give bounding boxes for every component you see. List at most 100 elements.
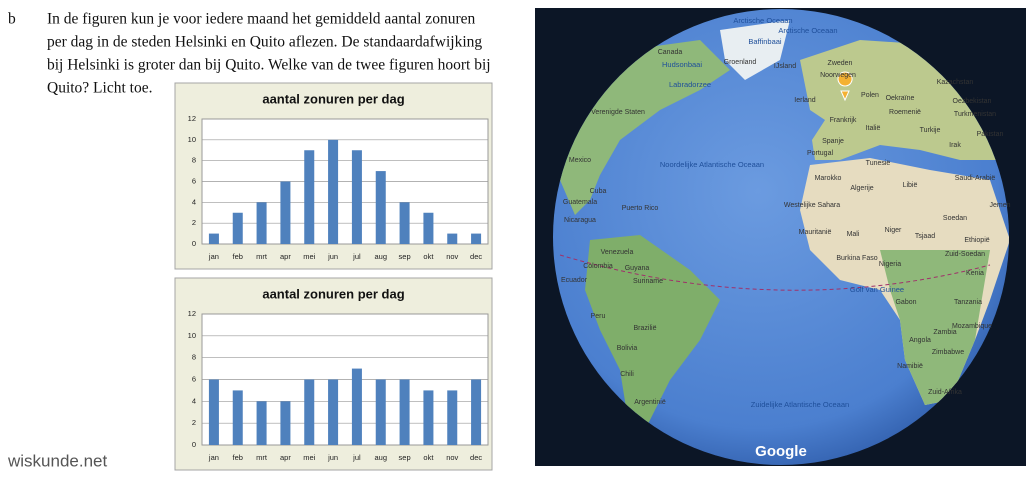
map-label: Tunesië (866, 160, 891, 167)
map-label: Soedan (943, 215, 967, 222)
map-label: Mauritanië (799, 229, 832, 236)
map-label: Polen (861, 92, 879, 99)
x-tick-label: jun (327, 453, 338, 462)
y-tick-label: 6 (192, 374, 196, 383)
land (553, 20, 1009, 440)
y-tick-label: 12 (188, 114, 196, 123)
bar (280, 401, 291, 445)
x-tick-label: sep (399, 252, 411, 261)
question-line: per dag in de steden Helsinki en Quito a… (47, 34, 482, 51)
bar (447, 233, 458, 244)
y-tick-label: 0 (192, 239, 196, 248)
bar (304, 150, 315, 244)
map-label: Noorwegen (820, 72, 856, 79)
y-tick-label: 8 (192, 353, 196, 362)
map-label: Angola (909, 337, 931, 344)
map-label: Irak (949, 142, 961, 149)
bar (375, 379, 386, 445)
map-label: Canada (658, 49, 683, 56)
map-label: Namibië (897, 363, 923, 370)
land-south-america (585, 235, 720, 440)
map-label: Gabon (895, 299, 916, 306)
map-label: Mozambique (952, 323, 992, 330)
y-tick-label: 4 (192, 197, 196, 206)
x-tick-label: dec (470, 252, 482, 261)
x-tick-label: jul (352, 252, 361, 261)
bar (328, 379, 339, 445)
map-label: Libië (903, 182, 918, 189)
bar (256, 401, 267, 445)
map-label: Brazilië (634, 325, 657, 332)
bar (232, 212, 243, 244)
map-label: Zimbabwe (932, 349, 964, 356)
bar (399, 202, 410, 244)
bar (375, 171, 386, 244)
bar (423, 390, 434, 445)
map-label: Frankrijk (830, 117, 857, 124)
map-label: Zuid-Soedan (945, 251, 985, 258)
map-label: Jemen (989, 202, 1010, 209)
charts: aantal zonuren per dag 0 2 4 6 8 10 12 jan feb mrt… (174, 82, 493, 471)
map-label: Mali (847, 231, 860, 238)
location-marker (837, 71, 853, 102)
map-label: Ethiopië (964, 237, 989, 244)
map-label: Argentinië (634, 399, 666, 406)
footer: wiskunde.net (7, 451, 108, 470)
map-label: Kenia (966, 270, 984, 277)
x-tick-label: mrt (256, 252, 268, 261)
y-tick-label: 10 (188, 331, 196, 340)
y-tick-label: 10 (188, 135, 196, 144)
map-label: Zuid-Afrika (928, 389, 962, 396)
bar (447, 390, 458, 445)
map-label: Puerto Rico (622, 205, 659, 212)
x-tick-label: aug (374, 453, 387, 462)
bar (304, 379, 315, 445)
question-line: In de figuren kun je voor iedere maand h… (47, 11, 475, 28)
map-label: Oekraïne (886, 95, 915, 102)
bar (232, 390, 243, 445)
x-tick-label: apr (280, 453, 291, 462)
x-tick-label: nov (446, 453, 458, 462)
map-label: Saudi-Arabië (955, 175, 996, 182)
x-tick-label: jan (208, 453, 219, 462)
bar (280, 181, 291, 244)
map-label: Baffinbaai (748, 37, 782, 46)
x-tick-label: sep (399, 453, 411, 462)
chart-title: aantal zonuren per dag (262, 286, 404, 301)
map-label: Italië (866, 125, 881, 132)
y-tick-label: 8 (192, 156, 196, 165)
x-tick-label: jan (208, 252, 219, 261)
x-tick-label: mrt (256, 453, 268, 462)
map-label: Peru (591, 313, 606, 320)
bar (399, 379, 410, 445)
map-label: Niger (885, 227, 902, 234)
map-logo: Google (755, 443, 807, 460)
equator (559, 254, 991, 291)
x-tick-label: feb (233, 453, 243, 462)
map-label: Ecuador (561, 277, 588, 284)
map-label: Arctische Oceaan (778, 26, 837, 35)
map-label: Roemenië (889, 109, 921, 116)
map-label: Zweden (828, 60, 853, 67)
map-label: Hudsonbaai (662, 60, 702, 69)
bar (208, 233, 219, 244)
x-tick-label: nov (446, 252, 458, 261)
map-label: Turkmenistan (954, 111, 996, 118)
map-label: Pakistan (977, 131, 1004, 138)
map-label: Marokko (815, 175, 842, 182)
x-tick-label: mei (303, 252, 315, 261)
map-label: Westelijke Sahara (784, 202, 840, 209)
question-line: bij Helsinki is groter dan bij Quito. We… (47, 57, 491, 74)
bar (256, 202, 267, 244)
x-tick-label: okt (423, 453, 434, 462)
map-label: Venezuela (601, 249, 634, 256)
map-label: Nigeria (879, 261, 901, 268)
bar (423, 212, 434, 244)
chart-title: aantal zonuren per dag (262, 91, 404, 106)
map-label: Noordelijke Atlantische Oceaan (660, 160, 764, 169)
map-label: Arctische Oceaan (733, 16, 792, 25)
map-label: Golf van Guinee (850, 285, 904, 294)
y-tick-label: 6 (192, 176, 196, 185)
